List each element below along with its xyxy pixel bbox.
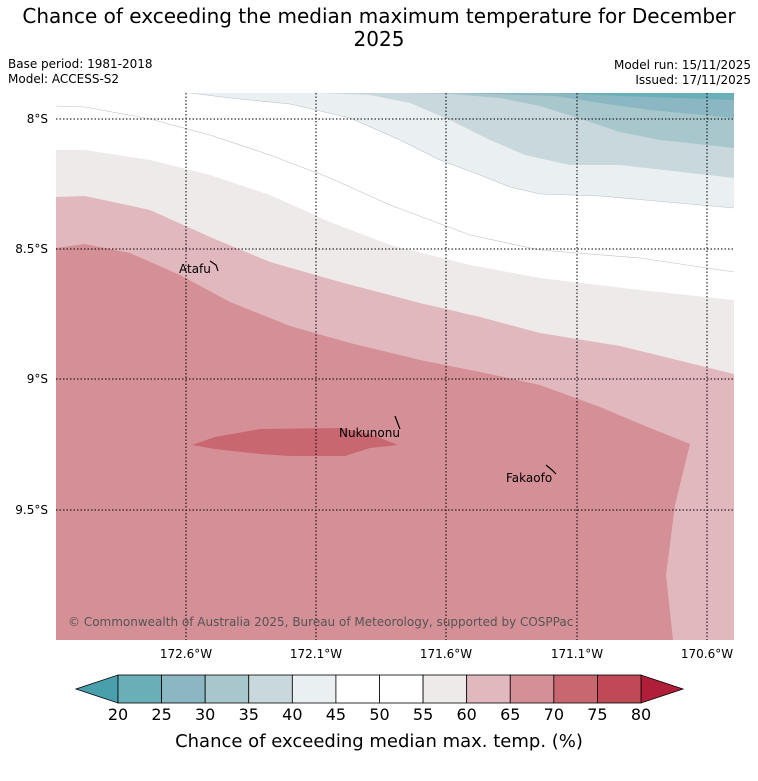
colorbar-tick-label: 65 bbox=[500, 705, 520, 724]
band-20-25 bbox=[560, 93, 734, 100]
colorbar-low-extension bbox=[74, 674, 119, 704]
lon-label: 171.6°W bbox=[420, 647, 472, 661]
colorbar-swatch bbox=[466, 674, 511, 704]
colorbar-tick-label: 45 bbox=[326, 705, 346, 724]
colorbar-swatch bbox=[597, 674, 642, 704]
model-text: Model: ACCESS-S2 bbox=[8, 72, 120, 86]
fakaofo-atoll-icon bbox=[545, 464, 557, 475]
model-run-text: Model run: 15/11/2025 bbox=[613, 58, 751, 72]
colorbar-tick-label: 20 bbox=[108, 705, 128, 724]
colorbar-swatch bbox=[204, 674, 250, 704]
page-title: Chance of exceeding the median maximum t… bbox=[22, 4, 736, 51]
meta-left: Base period: 1981-2018 Model: ACCESS-S2 bbox=[8, 57, 153, 87]
atafu-atoll-icon bbox=[209, 260, 219, 272]
lon-label: 172.1°W bbox=[290, 647, 342, 661]
map-area: Atafu Nukunonu Fakaofo © Commonwealth of… bbox=[56, 93, 734, 640]
colorbar-swatch bbox=[161, 674, 206, 704]
lon-label: 171.1°W bbox=[551, 647, 603, 661]
colorbar-swatch bbox=[117, 674, 162, 704]
colorbar-swatch bbox=[422, 674, 468, 704]
base-period-text: Base period: 1981-2018 bbox=[8, 57, 153, 71]
colorbar-tick-label: 60 bbox=[456, 705, 476, 724]
colorbar-swatch bbox=[291, 674, 337, 704]
lat-label: 9°S bbox=[27, 372, 48, 386]
colorbar-tick-label: 75 bbox=[587, 705, 607, 724]
place-label-nukunonu: Nukunonu bbox=[339, 426, 400, 440]
colorbar-swatch bbox=[379, 674, 424, 704]
meta-right: Model run: 15/11/2025 Issued: 17/11/2025 bbox=[614, 58, 751, 88]
colorbar-swatch bbox=[248, 674, 293, 704]
copyright-text: © Commonwealth of Australia 2025, Bureau… bbox=[68, 615, 573, 629]
colorbar-swatch bbox=[509, 674, 555, 704]
lat-label: 8°S bbox=[27, 112, 48, 126]
colorbar-tick-label: 30 bbox=[195, 705, 215, 724]
colorbar-high-extension bbox=[640, 674, 685, 704]
issued-text: Issued: 17/11/2025 bbox=[635, 73, 751, 87]
contour-line bbox=[56, 105, 734, 273]
colorbar-tick-label: 35 bbox=[239, 705, 259, 724]
lon-label: 170.6°W bbox=[681, 647, 733, 661]
colorbar-swatch bbox=[553, 674, 598, 704]
colorbar-tick-label: 25 bbox=[151, 705, 171, 724]
lat-label: 9.5°S bbox=[15, 503, 48, 517]
colorbar-tick-label: 40 bbox=[282, 705, 302, 724]
lon-label: 172.6°W bbox=[160, 647, 212, 661]
colorbar-tick-label: 70 bbox=[544, 705, 564, 724]
colorbar-tick-label: 55 bbox=[413, 705, 433, 724]
colorbar-swatch bbox=[335, 674, 380, 704]
place-label-atafu: Atafu bbox=[179, 262, 211, 276]
colorbar-tick-label: 50 bbox=[369, 705, 389, 724]
place-label-fakaofo: Fakaofo bbox=[506, 471, 552, 485]
lat-label: 8.5°S bbox=[15, 242, 48, 256]
band-25-30 bbox=[460, 93, 734, 118]
colorbar-title: Chance of exceeding median max. temp. (%… bbox=[175, 731, 583, 752]
nukunonu-atoll-icon bbox=[394, 415, 401, 430]
graticule bbox=[56, 93, 734, 640]
band-70-75 bbox=[192, 428, 398, 456]
colorbar: 20 25 30 35 40 45 50 55 60 65 70 75 80 bbox=[74, 674, 685, 724]
contour-line bbox=[189, 93, 734, 209]
colorbar-tick-label: 80 bbox=[631, 705, 651, 724]
